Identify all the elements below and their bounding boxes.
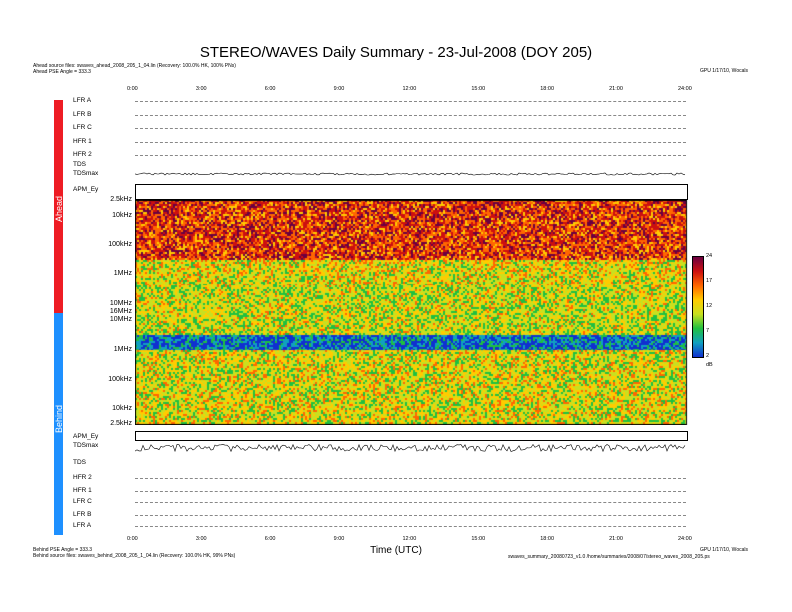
freq-label: 16MHz (109, 308, 132, 315)
freq-label: 10kHz (112, 405, 132, 412)
freq-label: 100kHz (108, 376, 132, 383)
time-tick-label: 15:00 (471, 536, 486, 542)
ahead-row-label: TDSmax (73, 170, 99, 177)
time-tick-label: 0:00 (127, 536, 138, 542)
colorbar-tick: 7 (706, 328, 710, 334)
ahead-row-line (135, 115, 686, 116)
freq-label: 10MHz (109, 300, 132, 307)
page-title: STEREO/WAVES Daily Summary - 23-Jul-2008… (199, 44, 593, 61)
behind-row-line (135, 526, 686, 527)
freq-label: 1MHz (113, 270, 132, 277)
behind-row-label: HFR 2 (73, 474, 92, 481)
behind-pse-angle: Behind PSE Angle = 333.3 (33, 547, 93, 553)
time-tick-label: 9:00 (333, 536, 345, 542)
footer-right-path: swaves_summary_20080723_v1.0 /home/summa… (508, 554, 710, 560)
behind-row-label: LFR A (73, 522, 92, 529)
ahead-row-label: HFR 1 (73, 138, 92, 145)
ahead-row-label: LFR A (73, 97, 92, 104)
freq-label: 100kHz (108, 241, 132, 248)
time-tick-label: 6:00 (264, 86, 276, 92)
behind-tdsmax-trace (135, 443, 686, 453)
behind-apm-panel (135, 431, 688, 441)
ahead-pse-angle: Ahead PSE Angle = 333.3 (33, 69, 91, 75)
colorbar (692, 256, 704, 358)
freq-label: 10kHz (112, 212, 132, 219)
behind-row-label: HFR 1 (73, 487, 92, 494)
freq-label: 2.5kHz (110, 420, 132, 427)
behind-row-label: LFR B (73, 511, 92, 518)
behind-row-line (135, 502, 686, 503)
behind-label: Behind (54, 404, 64, 433)
freq-label: 10MHz (109, 316, 132, 323)
ahead-label: Ahead (54, 195, 64, 222)
colorbar-tick: 12 (706, 303, 713, 309)
ahead-bar (54, 100, 63, 313)
time-tick-label: 15:00 (471, 86, 486, 92)
time-tick-label: 24:00 (678, 86, 692, 92)
ahead-apm-panel (135, 184, 688, 200)
ahead-source-info: Ahead source files: swaves_ahead_2008_20… (33, 63, 236, 69)
time-tick-label: 24:00 (678, 536, 692, 542)
behind-bar (54, 313, 63, 535)
behind-row-label: LFR C (73, 498, 92, 505)
header-right-info: GPU 1/17/10, Wocals (700, 68, 748, 74)
footer-right-info: GPU 1/17/10, Wocals (700, 547, 748, 553)
freq-label: 2.5kHz (110, 196, 132, 203)
colorbar-unit: dB (706, 362, 713, 368)
time-tick-label: 9:00 (333, 86, 345, 92)
time-tick-label: 3:00 (195, 536, 207, 542)
behind-row-label: TDS (73, 459, 86, 466)
time-tick-label: 21:00 (609, 86, 623, 92)
time-tick-label: 3:00 (195, 86, 207, 92)
ahead-row-line (135, 128, 686, 129)
time-tick-label: 12:00 (402, 536, 417, 542)
ahead-spectrogram (135, 200, 691, 425)
behind-source-info: Behind source files: swaves_behind_2008_… (33, 553, 236, 559)
colorbar-tick: 17 (706, 278, 713, 284)
ahead-row-label: LFR B (73, 111, 92, 118)
colorbar-tick: 2 (706, 353, 710, 359)
ahead-apm-label: APM_Ey (73, 186, 99, 193)
ahead-row-label: TDS (73, 161, 86, 168)
time-tick-label: 18:00 (540, 86, 555, 92)
ahead-row-label: LFR C (73, 124, 92, 131)
behind-row-line (135, 478, 686, 479)
ahead-tdsmax-trace (135, 172, 686, 176)
behind-row-line (135, 515, 686, 516)
behind-row-line (135, 491, 686, 492)
time-tick-label: 18:00 (540, 536, 555, 542)
time-tick-label: 21:00 (609, 536, 623, 542)
ahead-row-line (135, 101, 686, 102)
behind-row-label: TDSmax (73, 442, 99, 449)
ahead-row-label: HFR 2 (73, 151, 92, 158)
ahead-row-line (135, 155, 686, 156)
behind-apm-label: APM_Ey (73, 433, 99, 440)
freq-label: 1MHz (113, 346, 132, 353)
x-axis-label: Time (UTC) (370, 545, 422, 556)
time-tick-label: 6:00 (264, 536, 276, 542)
ahead-row-line (135, 142, 686, 143)
time-tick-label: 0:00 (127, 86, 138, 92)
time-tick-label: 12:00 (402, 86, 417, 92)
colorbar-tick: 24 (706, 253, 713, 259)
